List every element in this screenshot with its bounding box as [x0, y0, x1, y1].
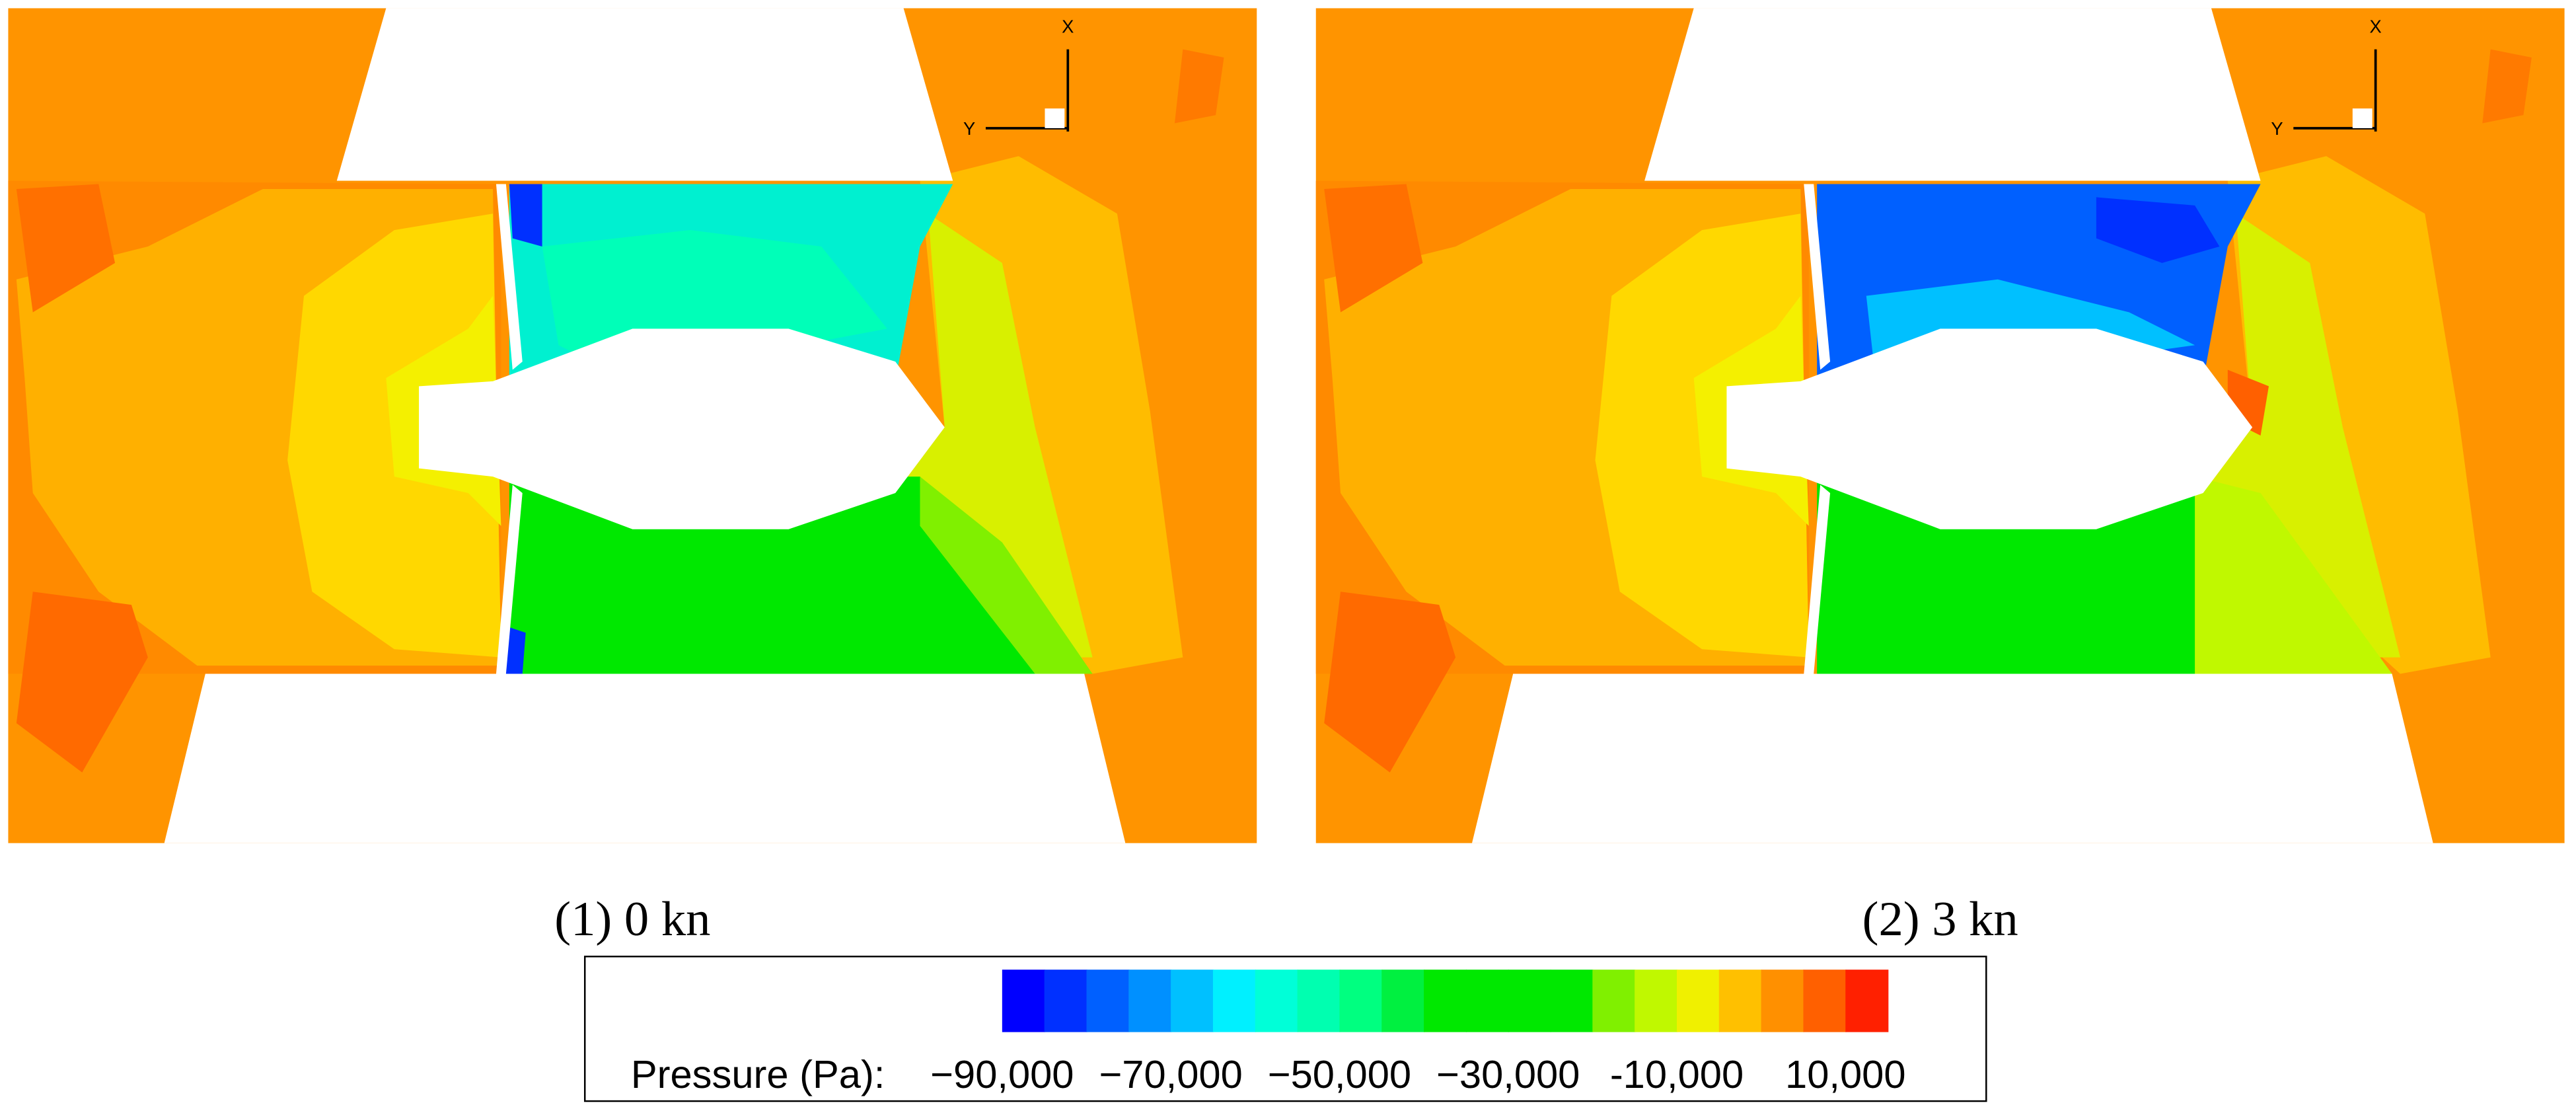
contour-panel — [8, 8, 1257, 843]
panel-caption: (1) 0 kn — [554, 892, 710, 946]
color-band — [1508, 970, 1551, 1032]
color-band — [1845, 970, 1889, 1032]
color-band — [1761, 970, 1804, 1032]
color-band — [1381, 970, 1425, 1032]
axis-label: Y — [2271, 118, 2283, 139]
axis-label: Y — [963, 118, 975, 139]
colorbar-tick-label: −70,000 — [1099, 1052, 1242, 1096]
color-band — [1676, 970, 1720, 1032]
color-band — [1592, 970, 1636, 1032]
color-band — [1550, 970, 1594, 1032]
contour-panel — [1315, 8, 2565, 843]
colorbar: −90,000 −70,000 −50,000 −30,000 -10,000 10,00… — [930, 970, 1906, 1096]
color-band — [1128, 970, 1172, 1032]
color-band — [1086, 970, 1130, 1032]
color-band — [1044, 970, 1087, 1032]
colorbar-label: Pressure (Pa): — [631, 1052, 885, 1096]
color-band — [1635, 970, 1678, 1032]
axis-label: X — [1062, 17, 1074, 37]
axis-label: X — [2370, 17, 2382, 37]
color-band — [1803, 970, 1847, 1032]
colorbar-tick-label: −90,000 — [930, 1052, 1074, 1096]
color-band — [1465, 970, 1509, 1032]
panel-caption: (2) 3 kn — [1862, 892, 2018, 946]
color-band — [1339, 970, 1383, 1032]
color-band — [1171, 970, 1214, 1032]
color-band — [1212, 970, 1257, 1032]
colorbar-tick-label: −50,000 — [1268, 1052, 1411, 1096]
color-band — [1002, 970, 1045, 1032]
color-band — [1718, 970, 1762, 1032]
color-band — [1297, 970, 1341, 1032]
colorbar-tick-label: −30,000 — [1436, 1052, 1580, 1096]
colorbar-tick-label: -10,000 — [1610, 1052, 1744, 1096]
color-band — [1255, 970, 1298, 1032]
colorbar-tick-label: 10,000 — [1785, 1052, 1905, 1096]
color-band — [1424, 970, 1467, 1032]
